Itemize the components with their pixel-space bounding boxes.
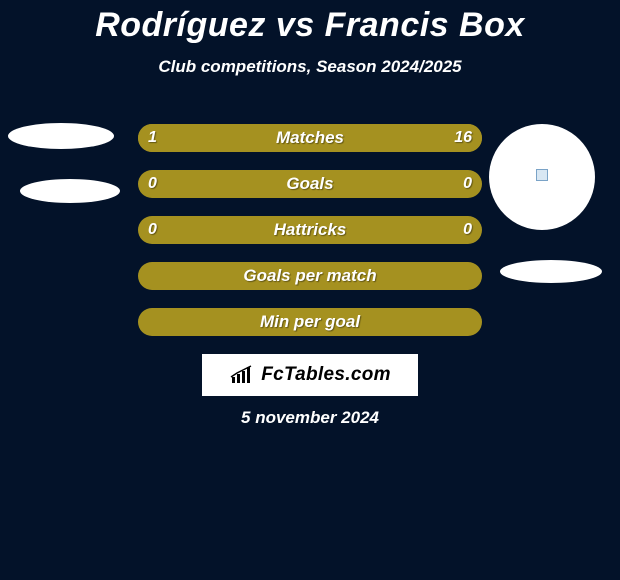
missing-image-icon [536,169,548,181]
stat-value-left: 1 [138,124,167,152]
stat-value-left: 0 [138,216,167,244]
branding-badge: FcTables.com [202,354,418,396]
stat-value-right: 0 [453,216,482,244]
branding-label: FcTables.com [261,364,391,386]
stat-label: Min per goal [138,308,482,336]
player-left-shape-2 [20,179,120,203]
stat-row: Goals per match [138,262,482,290]
footer-date: 5 november 2024 [0,408,620,428]
page-subtitle: Club competitions, Season 2024/2025 [0,57,620,77]
player-left-shape-1 [8,123,114,149]
stat-row: Goals0 0 [138,170,482,198]
stat-row: Min per goal [138,308,482,336]
stat-label: Matches [138,124,482,152]
stat-row: Hattricks0 0 [138,216,482,244]
stat-label: Hattricks [138,216,482,244]
page-title: Rodríguez vs Francis Box [0,0,620,45]
comparison-infographic: Rodríguez vs Francis Box Club competitio… [0,0,620,580]
stat-label: Goals per match [138,262,482,290]
player-right-shape-2 [500,260,602,283]
player-right-avatar-circle [489,124,595,230]
stat-value-right: 16 [444,124,482,152]
stat-value-right: 0 [453,170,482,198]
stat-bars: Matches116Goals00Hattricks00Goals per ma… [138,124,482,354]
stat-label: Goals [138,170,482,198]
bar-chart-icon [229,365,255,385]
stat-value-left: 0 [138,170,167,198]
stat-row: Matches1 16 [138,124,482,152]
